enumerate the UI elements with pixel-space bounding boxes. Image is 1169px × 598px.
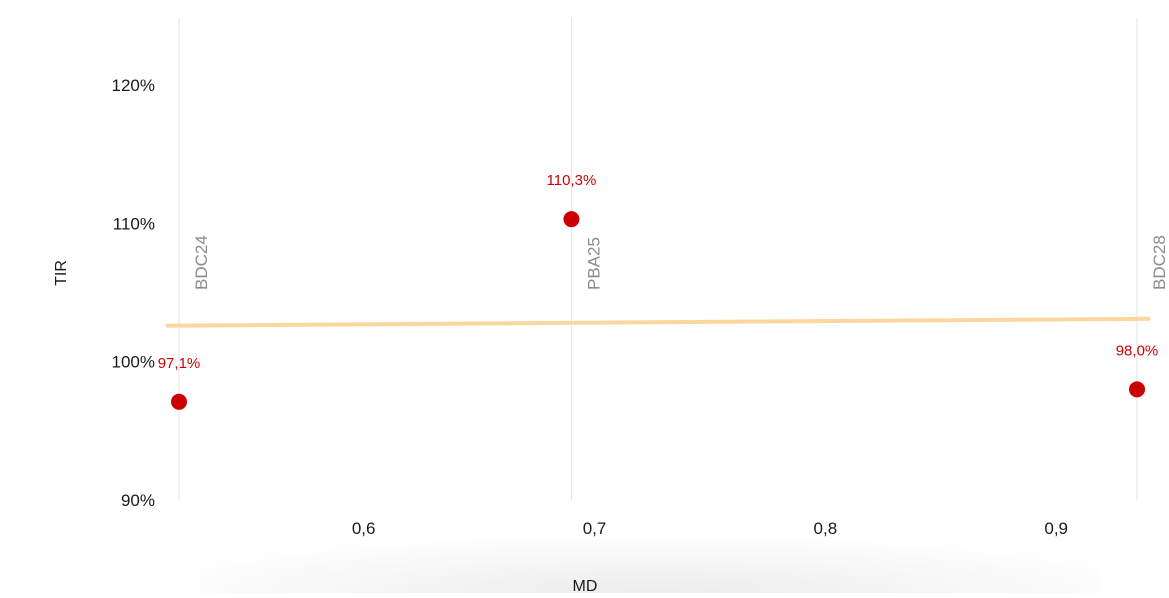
data-point xyxy=(563,211,580,228)
bottom-shading xyxy=(200,493,1100,593)
data-value-label: 97,1% xyxy=(158,355,201,372)
data-value-label: 110,3% xyxy=(547,172,597,189)
point-name-label: PBA25 xyxy=(584,237,603,290)
x-tick-label: 0,7 xyxy=(583,519,607,538)
data-point xyxy=(1129,381,1145,398)
x-tick-label: 0,6 xyxy=(352,519,376,538)
data-value-label: 98,0% xyxy=(1116,342,1159,359)
y-axis-label: TIR xyxy=(53,260,70,286)
point-name-label: BDC24 xyxy=(192,235,211,290)
x-axis-label: MD xyxy=(573,578,598,593)
y-tick-label: 100% xyxy=(112,353,155,372)
x-tick-labels: 0,6 0,7 0,8 0,9 xyxy=(352,519,1068,538)
y-tick-label: 120% xyxy=(112,76,155,95)
data-points: 97,1% 110,3% 98,0% xyxy=(158,172,1159,410)
point-name-label: BDC28 xyxy=(1150,235,1169,290)
data-point xyxy=(171,393,187,410)
reference-lines: BDC24 PBA25 BDC28 xyxy=(178,18,1169,500)
y-tick-label: 90% xyxy=(121,491,155,510)
trendline xyxy=(165,316,1151,328)
trendline-layer xyxy=(165,316,1151,328)
y-tick-label: 110% xyxy=(113,214,155,233)
y-tick-labels: 90% 100% 110% 120% xyxy=(112,76,155,510)
x-tick-label: 0,9 xyxy=(1044,519,1068,538)
x-tick-label: 0,8 xyxy=(814,519,838,538)
